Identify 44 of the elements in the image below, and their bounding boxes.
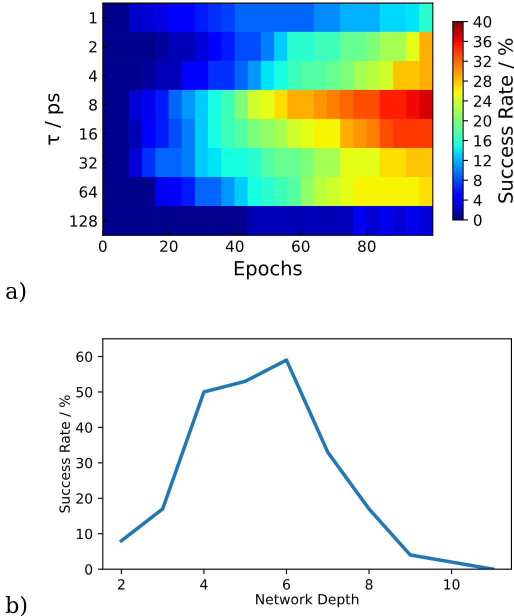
y-tick-label: 4 [88, 70, 98, 82]
color-bar-label: 16 [474, 135, 492, 147]
color-bar-label: 0 [474, 214, 482, 226]
text: a) [6, 282, 26, 302]
x-tick-label: 80 [358, 240, 376, 252]
color-bar-label: 24 [474, 95, 492, 107]
y-tick-label: 8 [89, 99, 97, 111]
y-tick-label: 64 [80, 186, 98, 198]
x-tick-label: 60 [292, 240, 310, 252]
color-bar-label: 28 [474, 76, 492, 88]
y-axis-title: Success Rate / % [59, 395, 72, 513]
x-tick-label: 8 [366, 579, 372, 590]
y-tick-label: 50 [76, 386, 92, 398]
x-tick-label: 6 [283, 579, 290, 590]
y-tick-label: 20 [76, 493, 92, 504]
color-bar-label: 8 [474, 174, 482, 186]
y-tick-label: 128 [70, 215, 97, 227]
color-bar-label: 36 [474, 36, 492, 48]
y-tick-label: 16 [80, 128, 97, 140]
x-tick-label: 20 [160, 240, 178, 252]
x-tick-label: 10 [444, 579, 460, 590]
y-tick-label: 1 [90, 12, 97, 24]
color-bar-label: 4 [474, 194, 482, 206]
y-tick-label: 10 [76, 528, 92, 540]
color-bar-label: 40 [474, 16, 492, 28]
color-bar-label: 12 [474, 154, 491, 166]
y-tick-label: 32 [80, 157, 96, 169]
y-axis-title: τ / ps [45, 94, 64, 145]
x-axis-title: Epochs [234, 260, 302, 280]
color-bar-label: 32 [474, 56, 491, 68]
x-axis-title: Network Depth [256, 594, 358, 608]
color-bar-title: Success Rate / % [498, 38, 514, 203]
x-tick-label: 40 [226, 240, 244, 252]
line-series [120, 358, 495, 570]
x-tick-label: 0 [98, 240, 107, 252]
y-tick-label: 60 [76, 351, 92, 362]
x-tick-label: 2 [118, 579, 124, 590]
y-tick-label: 40 [76, 422, 92, 433]
color-bar-label: 20 [474, 115, 492, 127]
y-tick-label: 0 [85, 564, 92, 575]
text: b) [6, 596, 26, 616]
y-tick-label: 2 [89, 41, 96, 52]
y-tick-label: 30 [76, 458, 92, 468]
x-tick-label: 4 [200, 579, 208, 590]
